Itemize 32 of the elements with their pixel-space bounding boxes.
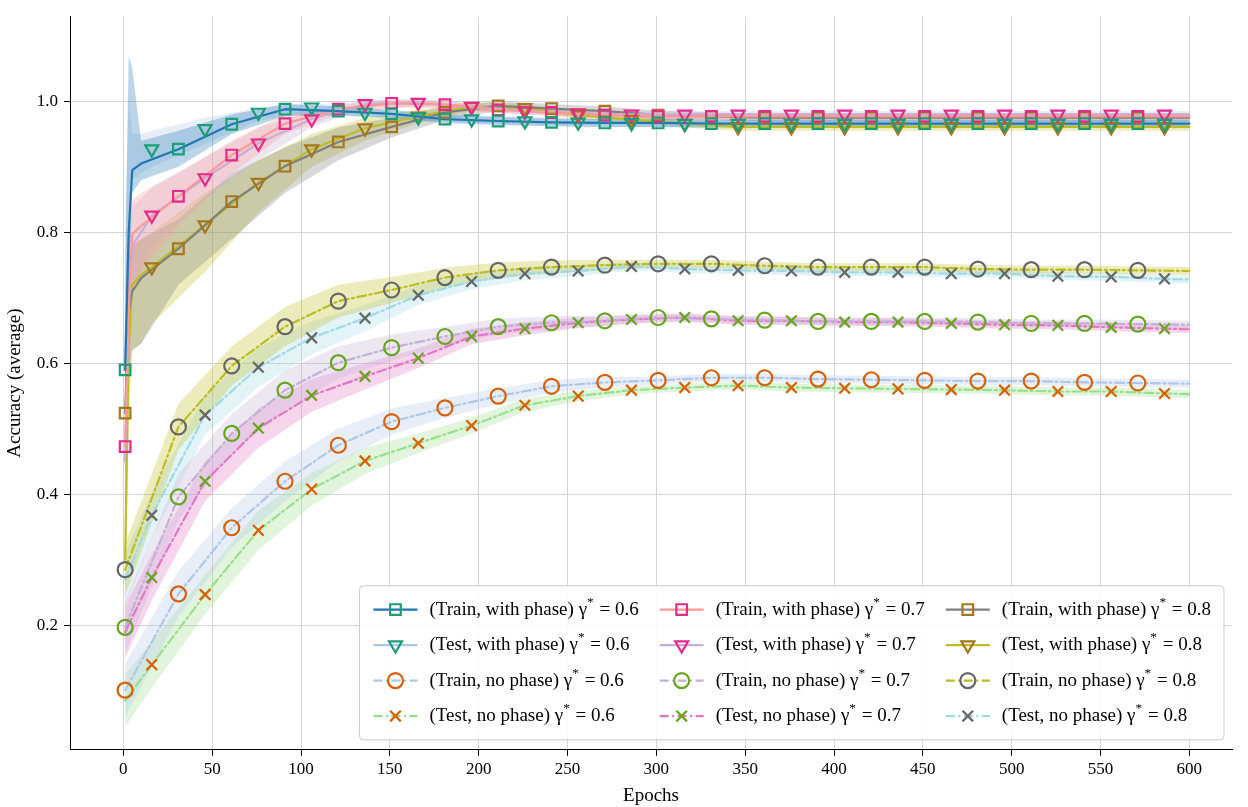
x-tick-label: 300 [643,759,670,779]
legend-label: (Test, no phase) γ* = 0.8 [1001,700,1188,727]
legend-label: (Train, with phase) γ* = 0.8 [1001,593,1211,620]
y-tick-label: 0.8 [36,221,59,241]
legend-label: (Test, no phase) γ* = 0.7 [715,700,901,727]
legend-label: (Train, no phase) γ* = 0.6 [429,664,624,691]
x-tick-label: 250 [554,759,581,779]
y-tick-label: 0.2 [36,614,59,634]
x-tick-label: 450 [910,759,936,779]
x-tick-label: 50 [203,759,221,779]
y-tick-label: 0.6 [36,352,59,372]
x-tick-label: 150 [377,759,403,779]
legend-label: (Test, with phase) γ* = 0.6 [429,629,630,656]
x-tick-label: 0 [119,759,128,779]
y-tick-label: 1.0 [36,90,59,110]
legend-label: (Test, with phase) γ* = 0.7 [715,629,916,656]
legend-label: (Test, no phase) γ* = 0.6 [429,700,615,727]
x-tick-label: 200 [465,759,492,779]
legend-label: (Train, no phase) γ* = 0.8 [1001,664,1197,691]
y-axis-title: Accuracy (average) [3,308,26,458]
legend-label: (Train, with phase) γ* = 0.6 [429,593,639,620]
x-tick-label: 400 [821,759,847,779]
x-tick-label: 600 [1176,759,1203,779]
legend-label: (Train, no phase) γ* = 0.7 [715,664,911,691]
x-tick-label: 100 [288,759,314,779]
x-tick-label: 500 [998,759,1025,779]
x-tick-label: 550 [1087,759,1114,779]
x-axis-title: Epochs [623,783,679,805]
legend-label: (Test, with phase) γ* = 0.8 [1001,629,1202,656]
legend-label: (Train, with phase) γ* = 0.7 [715,593,925,620]
x-tick-label: 350 [732,759,758,779]
y-tick-label: 0.4 [36,483,59,503]
